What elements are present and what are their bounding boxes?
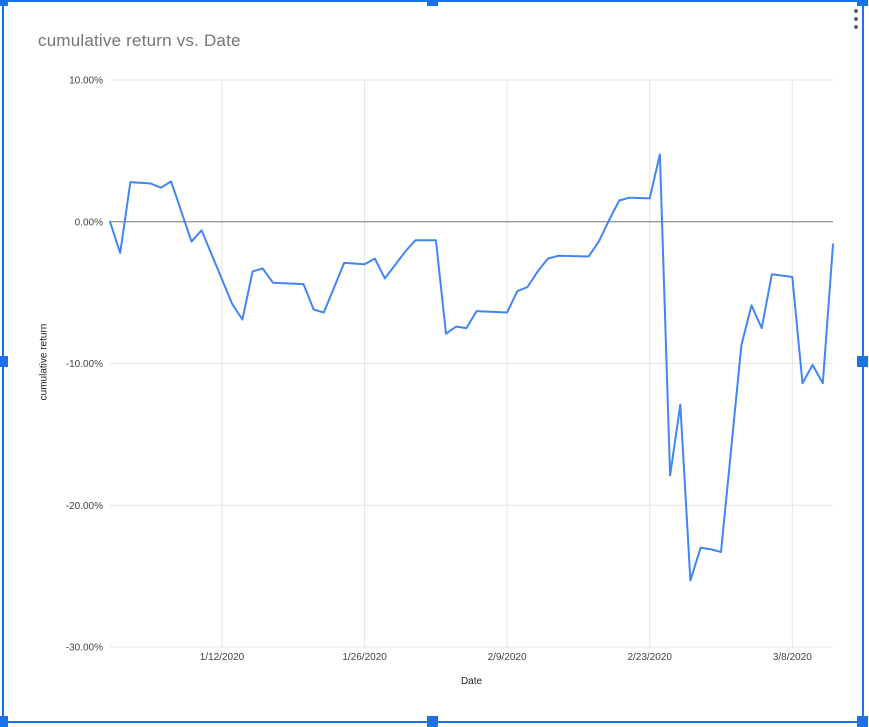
y-tick-label: 10.00% <box>69 76 103 87</box>
y-tick-label: -10.00% <box>66 359 103 370</box>
selection-handle-w[interactable] <box>0 356 8 367</box>
x-tick-label: 1/12/2020 <box>200 652 245 663</box>
x-tick-label: 2/9/2020 <box>488 652 527 663</box>
series-line <box>109 153 834 582</box>
x-tick-label: 3/8/2020 <box>773 652 812 663</box>
selection-handle-e[interactable] <box>857 356 868 367</box>
x-axis-title: Date <box>460 676 483 687</box>
kebab-menu-icon <box>854 17 858 21</box>
y-axis-title: cumulative return <box>38 323 50 401</box>
selection-handle-n[interactable] <box>427 0 438 6</box>
kebab-menu-icon <box>854 25 858 29</box>
y-tick-label: 0.00% <box>75 217 103 228</box>
selection-handle-se[interactable] <box>857 716 868 727</box>
y-tick-label: -30.00% <box>66 643 103 654</box>
selection-handle-nw[interactable] <box>0 0 8 6</box>
selection-handle-ne[interactable] <box>857 0 868 6</box>
kebab-menu-icon <box>854 9 858 13</box>
x-tick-label: 2/23/2020 <box>627 652 672 663</box>
selection-handle-sw[interactable] <box>0 716 8 727</box>
chart-title: cumulative return vs. Date <box>38 31 241 50</box>
y-tick-label: -20.00% <box>66 501 103 512</box>
selection-handle-s[interactable] <box>427 716 438 727</box>
chart-options-menu-button[interactable] <box>848 5 864 33</box>
x-tick-label: 1/26/2020 <box>342 652 387 663</box>
